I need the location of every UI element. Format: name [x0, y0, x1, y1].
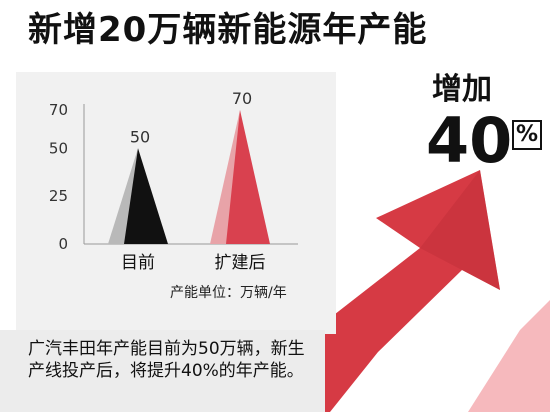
y-tick-label: 50	[49, 139, 68, 157]
headline: 新增20万辆新能源年产能	[28, 10, 428, 50]
increase-label: 增加	[432, 72, 492, 107]
category-label: 目前	[121, 253, 155, 273]
growth-arrow-tail	[468, 300, 550, 412]
y-tick-label: 0	[58, 235, 68, 253]
y-tick-label: 25	[49, 187, 68, 205]
percent-sign: %	[512, 120, 542, 150]
bar	[226, 110, 270, 244]
bar	[124, 148, 168, 244]
data-label: 70	[232, 89, 252, 108]
data-label: 50	[130, 127, 150, 146]
growth-arrow-highlight	[420, 170, 500, 290]
bars	[108, 110, 270, 244]
category-label: 扩建后	[215, 253, 266, 273]
footnote: 广汽丰田年产能目前为50万辆，新生产线投产后，将提升40%的年产能。	[0, 330, 325, 412]
chart-panel	[16, 72, 336, 334]
y-tick-label: 70	[49, 101, 68, 119]
category-labels: 目前 扩建后	[121, 253, 266, 273]
unit-label: 产能单位：万辆/年	[170, 285, 287, 301]
y-ticks: 0 25 50 70	[49, 101, 68, 253]
data-labels: 50 70	[130, 89, 252, 146]
increase-value: 40	[426, 104, 513, 177]
